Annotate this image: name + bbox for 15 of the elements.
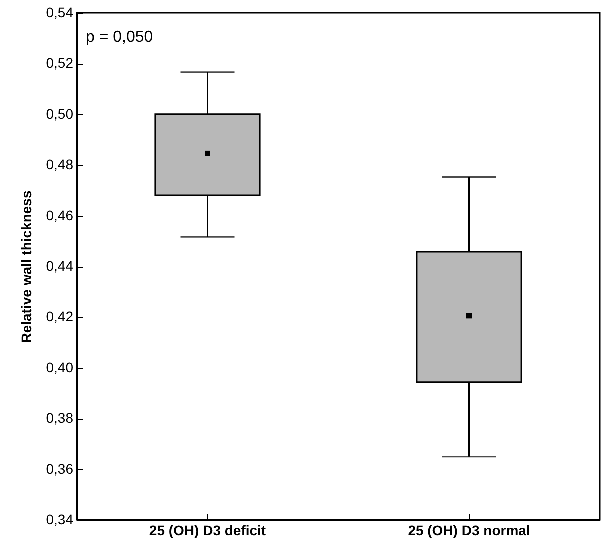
x-tick-label: 25 (OH) D3 deficit (149, 522, 266, 538)
y-tick-label: 0,48 (46, 156, 74, 173)
annotation: p = 0,050 (86, 29, 154, 46)
x-tick-label: 25 (OH) D3 normal (408, 522, 530, 538)
y-tick-label: 0,36 (46, 460, 74, 477)
y-tick-label: 0,34 (46, 512, 74, 528)
y-tick-label: 0,50 (46, 106, 74, 122)
y-tick-label: 0,54 (46, 4, 74, 20)
y-tick-label: 0,46 (46, 207, 74, 224)
y-axis-title: Relative wall thickness (18, 190, 34, 344)
y-tick-label: 0,42 (46, 308, 74, 325)
y-tick-label: 0,38 (46, 410, 74, 426)
y-tick-label: 0,52 (46, 55, 74, 72)
y-tick-label: 0,44 (46, 258, 74, 274)
y-tick-label: 0,40 (46, 359, 74, 376)
